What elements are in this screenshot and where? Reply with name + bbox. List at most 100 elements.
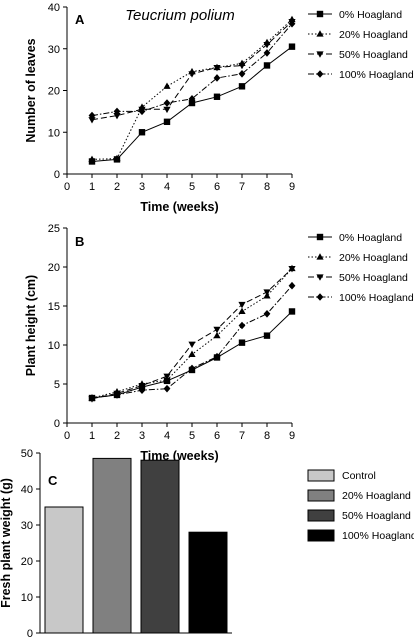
data-point-b-0	[238, 339, 246, 346]
y-tick-label-a: 10	[48, 127, 60, 139]
x-tick-label-b: 5	[189, 430, 195, 442]
data-point-b-3	[88, 394, 96, 402]
y-tick-label-b: 20	[48, 262, 60, 274]
figure-title: Teucrium polium	[125, 7, 235, 24]
data-point-b-1	[238, 307, 246, 315]
legend-label-c-2: 50% Hoagland	[342, 510, 411, 522]
data-point-b-3	[213, 352, 221, 361]
data-point-a-1	[163, 82, 171, 89]
data-point-a-0	[288, 43, 296, 50]
x-axis-label-b: Time (weeks)	[140, 449, 218, 463]
y-tick-label-c: 30	[21, 520, 33, 532]
legend-swatch-c-1	[307, 489, 335, 502]
data-point-a-3	[138, 107, 146, 116]
legend-marker-b-0	[316, 233, 324, 241]
legend-label-a-1: 20% Hoagland	[339, 29, 408, 41]
y-tick-label-b: 0	[54, 418, 60, 430]
data-point-a-3	[163, 99, 171, 107]
y-tick-label-a: 30	[48, 44, 60, 56]
data-point-b-0	[263, 332, 271, 339]
x-tick-label-b: 2	[114, 430, 120, 442]
legend-marker-a-1	[316, 30, 324, 37]
x-tick-label-b: 9	[289, 430, 295, 442]
data-point-a-3	[88, 111, 96, 120]
bar-3	[188, 531, 228, 634]
data-point-a-2	[263, 41, 271, 49]
data-point-b-1	[213, 331, 221, 339]
legend-swatch-c-3	[307, 529, 335, 542]
y-tick-label-a: 40	[48, 2, 60, 14]
x-tick-label-a: 2	[114, 181, 120, 193]
data-point-b-3	[113, 391, 121, 399]
y-tick-label-b: 5	[54, 379, 60, 391]
data-point-a-3	[288, 19, 296, 28]
data-point-a-1	[113, 154, 121, 162]
data-point-b-3	[188, 364, 196, 373]
data-point-a-2	[188, 71, 196, 78]
y-tick-label-c: 0	[27, 628, 33, 639]
legend-swatch-c-2	[307, 509, 335, 522]
y-tick-label-a: 0	[54, 169, 60, 181]
data-point-b-0	[288, 308, 296, 315]
data-point-a-0	[238, 83, 246, 90]
data-point-a-3	[188, 95, 196, 103]
data-point-b-2	[238, 301, 246, 309]
panel-label-c: C	[48, 473, 58, 488]
y-tick-label-c: 20	[21, 556, 33, 568]
legend-label-b-2: 50% Hoagland	[339, 272, 408, 284]
series-line-a-3	[91, 23, 293, 117]
data-point-a-3	[113, 107, 121, 116]
x-tick-label-a: 8	[264, 181, 270, 193]
legend-label-b-1: 20% Hoagland	[339, 252, 408, 264]
bar-1	[92, 457, 132, 634]
x-tick-label-a: 9	[289, 181, 295, 193]
chart-panel-a: 0 10 20 30 40 Number of leaves A 0 1 2 3 4 5 6 7 8 9 Time…	[24, 2, 414, 214]
legend-label-a-0: 0% Hoagland	[339, 9, 402, 21]
data-point-a-2	[88, 117, 96, 124]
data-point-b-3	[263, 310, 271, 318]
y-tick-label-c: 40	[21, 484, 33, 496]
data-point-a-3	[213, 74, 221, 82]
y-tick-label-c: 10	[21, 592, 33, 604]
legend-label-a-3: 100% Hoagland	[339, 69, 414, 81]
x-tick-label-a: 7	[239, 181, 245, 193]
x-tick-label-b: 7	[239, 430, 245, 442]
data-point-b-2	[213, 326, 221, 334]
y-tick-label-b: 25	[48, 223, 60, 235]
x-tick-label-b: 6	[214, 430, 220, 442]
data-point-a-1	[88, 155, 96, 162]
data-point-b-3	[163, 384, 171, 393]
y-tick-label-b: 15	[48, 301, 60, 313]
x-tick-label-b: 1	[89, 430, 95, 442]
legend-label-a-2: 50% Hoagland	[339, 49, 408, 61]
x-tick-label-b: 0	[64, 430, 70, 442]
x-tick-label-a: 5	[189, 181, 195, 193]
y-tick-label-a: 20	[48, 86, 60, 98]
data-point-b-2	[263, 289, 271, 296]
data-point-a-2	[213, 64, 221, 72]
y-axis-label-b: Plant height (cm)	[24, 275, 38, 376]
panel-label-b: B	[75, 234, 84, 249]
chart-panel-c: 0 10 20 30 40 50 Fresh plant weight (g) C Contro…	[0, 448, 414, 639]
x-tick-label-a: 1	[89, 181, 95, 193]
x-tick-label-a: 3	[139, 181, 145, 193]
legend-marker-b-2	[316, 274, 324, 281]
y-axis-label-c: Fresh plant weight (g)	[0, 478, 13, 608]
legend-marker-a-0	[316, 10, 324, 18]
x-tick-label-a: 0	[64, 181, 70, 193]
bar-2	[140, 459, 180, 634]
data-point-b-2	[188, 341, 196, 349]
y-tick-label-b: 10	[48, 340, 60, 352]
panel-label-a: A	[75, 12, 85, 27]
data-point-a-0	[263, 62, 271, 69]
legend-label-b-3: 100% Hoagland	[339, 292, 414, 304]
data-point-b-3	[138, 386, 146, 395]
legend-marker-a-3	[316, 70, 324, 78]
y-axis-label-a: Number of leaves	[24, 38, 38, 142]
legend-marker-b-1	[316, 253, 324, 260]
legend-label-b-0: 0% Hoagland	[339, 232, 402, 244]
data-point-a-2	[113, 112, 121, 120]
bar-0	[44, 506, 84, 634]
x-axis-label-a: Time (weeks)	[140, 200, 218, 214]
data-point-a-0	[188, 99, 196, 107]
